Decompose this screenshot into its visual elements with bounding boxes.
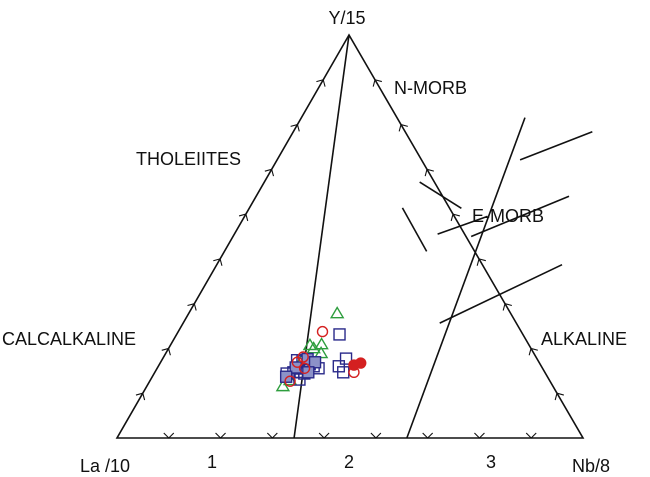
- left-tick-6: [187, 302, 197, 311]
- right-tick-5: [476, 258, 486, 266]
- vertex-label-left: La /10: [80, 456, 130, 476]
- field-label-e-morb: E-MORB: [472, 206, 544, 226]
- bottom-tick-7: [474, 432, 485, 439]
- boundary-alkaline: [439, 263, 563, 324]
- point-triangle-9: [275, 379, 291, 392]
- field-number-3: 3: [486, 452, 496, 472]
- boundary-tholeiites-join: [437, 215, 488, 235]
- left-tick-7: [161, 347, 171, 356]
- field-number-1: 1: [207, 452, 217, 472]
- left-tick-5: [213, 258, 223, 266]
- right-tick-6: [502, 302, 512, 311]
- right-tick-8: [554, 392, 564, 401]
- vertex-label-right: Nb/8: [572, 456, 610, 476]
- bottom-tick-5: [370, 432, 382, 439]
- left-tick-4: [238, 213, 249, 222]
- boundary-e-morb-upper: [470, 195, 570, 238]
- point-circle-3: [298, 362, 311, 374]
- boundary-tholeiites-upper: [419, 181, 462, 209]
- field-label-alkaline: ALKALINE: [541, 329, 627, 349]
- boundary-n-morb: [519, 130, 593, 161]
- point-circle-filled-1: [355, 357, 367, 369]
- point-square-0: [333, 328, 346, 341]
- left-tick-8: [135, 392, 146, 401]
- field-label-calcalkaline: CALCALKALINE: [2, 329, 136, 349]
- point-square-10: [293, 373, 306, 386]
- right-tick-4: [450, 213, 460, 222]
- edge-ticks: [135, 79, 564, 439]
- left-tick-1: [316, 79, 326, 87]
- bottom-tick-3: [266, 432, 278, 439]
- diagram-frame: [115, 33, 585, 439]
- right-tick-3: [424, 168, 434, 177]
- point-square-11: [339, 352, 353, 365]
- left-tick-2: [290, 123, 300, 132]
- data-points: [275, 306, 367, 392]
- left-tick-3: [264, 168, 275, 177]
- point-square-filled-1: [308, 356, 322, 369]
- bottom-tick-4: [318, 432, 330, 439]
- point-circle-2: [291, 356, 304, 368]
- point-triangle-3: [306, 341, 321, 354]
- point-circle-0: [316, 325, 329, 338]
- vertex-label-top: Y/15: [328, 8, 365, 28]
- bottom-tick-2: [215, 432, 226, 439]
- right-tick-1: [372, 79, 382, 87]
- point-circle-4: [284, 375, 296, 387]
- field-label-tholeiites: THOLEIITES: [136, 149, 241, 169]
- field-number-2: 2: [344, 452, 354, 472]
- field-label-n-morb: N-MORB: [394, 78, 467, 98]
- bottom-tick-6: [422, 432, 434, 439]
- right-tick-7: [528, 347, 538, 356]
- bottom-tick-8: [525, 432, 537, 439]
- right-tick-2: [398, 123, 408, 132]
- point-triangle-0: [329, 306, 345, 319]
- ternary-outline: [115, 33, 585, 439]
- boundary-tholeiites-lower: [401, 207, 428, 252]
- bottom-tick-1: [163, 432, 175, 439]
- boundary-field-2-3: [406, 117, 526, 439]
